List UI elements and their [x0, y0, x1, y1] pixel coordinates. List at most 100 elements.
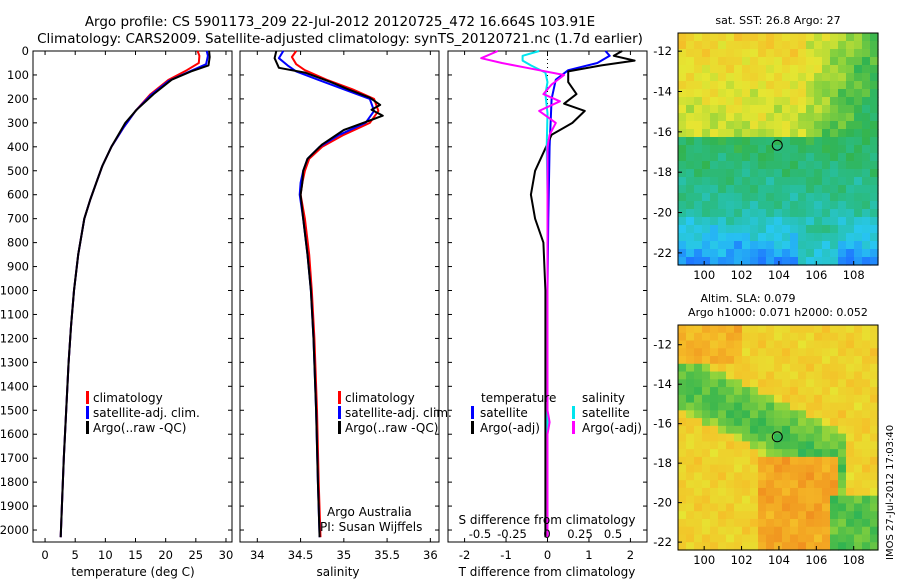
sla-cell — [710, 348, 719, 357]
sla-cell — [774, 503, 783, 512]
sla-cell — [782, 394, 791, 404]
sst-cell — [822, 33, 831, 42]
sla-cell — [718, 495, 727, 505]
sla-cell — [726, 472, 735, 481]
sla-cell — [798, 534, 807, 543]
sla-cell — [862, 511, 871, 520]
sla-cell — [702, 379, 711, 388]
sla-cell — [702, 456, 711, 466]
sla-cell — [718, 542, 727, 551]
sla-cell — [742, 433, 751, 442]
sla-cell — [806, 332, 815, 342]
sst-cell — [702, 105, 711, 114]
sla-cell — [782, 363, 791, 373]
sst-cell — [790, 49, 799, 58]
sst-cell — [686, 105, 695, 114]
sst-cell — [694, 105, 703, 114]
sst-cell — [710, 169, 719, 178]
sla-cell — [838, 511, 847, 520]
sla-cell — [758, 456, 767, 466]
sla-cell — [686, 379, 695, 388]
sla-cell — [854, 325, 863, 334]
sla-cell — [726, 464, 735, 474]
sla-cell — [734, 379, 743, 388]
salinity-series — [273, 50, 384, 538]
sst-cell — [790, 97, 799, 106]
sst-cell — [814, 33, 823, 42]
sst-cell — [822, 161, 831, 170]
sst-cell — [838, 201, 847, 210]
sst-cell — [774, 65, 783, 74]
sla-cell — [686, 433, 695, 442]
sst-cell — [806, 153, 815, 162]
sst-cell — [766, 49, 775, 58]
sst-cell — [742, 105, 751, 114]
sla-cell — [678, 379, 687, 388]
sst-cell — [678, 73, 687, 82]
sst-cell — [726, 65, 735, 74]
sla-cell — [814, 449, 823, 458]
sla-cell — [774, 526, 783, 536]
sla-cell — [766, 394, 775, 404]
sst-cell — [766, 65, 775, 74]
sst-cell — [846, 193, 855, 202]
lat-tick-label: -18 — [653, 456, 672, 470]
sst-cell — [718, 65, 727, 74]
sst-cell — [814, 153, 823, 162]
sst-cell — [702, 57, 711, 66]
sst-cell — [870, 185, 879, 194]
sla-cell — [790, 472, 799, 481]
sla-cell — [726, 534, 735, 543]
sla-cell — [702, 534, 711, 543]
sla-cell — [862, 449, 871, 458]
sla-cell — [798, 495, 807, 505]
sla-cell — [710, 340, 719, 349]
sla-cell — [766, 410, 775, 419]
sst-cell — [846, 129, 855, 138]
sla-cell — [822, 387, 831, 396]
sst-cell — [830, 169, 839, 178]
sst-cell — [862, 121, 871, 130]
sla-cell — [798, 418, 807, 427]
sla-cell — [862, 325, 871, 334]
sla-cell — [766, 480, 775, 489]
sst-cell — [822, 81, 831, 90]
sst-cell — [774, 193, 783, 202]
sla-cell — [814, 418, 823, 427]
sla-cell — [838, 495, 847, 505]
sst-cell — [710, 225, 719, 234]
sla-cell — [742, 356, 751, 365]
sst-cell — [854, 33, 863, 42]
sst-cell — [790, 233, 799, 242]
sla-cell — [814, 340, 823, 349]
sst-cell — [806, 57, 815, 66]
sla-cell — [734, 526, 743, 536]
sst-cell — [830, 41, 839, 50]
sla-cell — [846, 379, 855, 388]
sla-cell — [870, 332, 879, 342]
legend-swatch-argo — [86, 421, 89, 434]
sla-cell — [726, 402, 735, 411]
sst-cell — [870, 41, 879, 50]
sst-cell — [854, 73, 863, 82]
sst-map-frame — [677, 32, 879, 266]
sla-cell — [726, 363, 735, 373]
sla-cell — [694, 433, 703, 442]
sst-cell — [854, 89, 863, 98]
sst-cell — [678, 233, 687, 242]
sla-cell — [814, 464, 823, 474]
series-line-s-argo — [480, 50, 566, 538]
sla-cell — [830, 340, 839, 349]
sst-cell — [846, 97, 855, 106]
sla-cell — [806, 418, 815, 427]
lat-tick-label: -16 — [653, 125, 672, 139]
salinity-x-label: salinity — [316, 565, 359, 579]
sla-cell — [734, 472, 743, 481]
sst-cell — [678, 49, 687, 58]
sst-cell — [726, 137, 735, 146]
sst-cell — [758, 41, 767, 50]
sst-cell — [758, 137, 767, 146]
sla-cell — [694, 425, 703, 435]
sla-cell — [854, 356, 863, 365]
sla-cell — [838, 418, 847, 427]
